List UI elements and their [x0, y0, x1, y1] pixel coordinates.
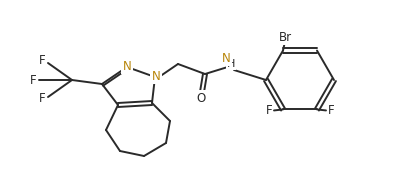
Text: N: N	[152, 70, 160, 83]
Text: N: N	[122, 59, 131, 73]
Text: Br: Br	[279, 31, 292, 44]
Text: F: F	[328, 104, 334, 117]
Text: F: F	[39, 55, 45, 67]
Text: F: F	[39, 92, 45, 105]
Text: N: N	[221, 52, 230, 64]
Text: O: O	[196, 92, 205, 105]
Text: F: F	[30, 74, 36, 86]
Text: H: H	[227, 59, 235, 69]
Text: F: F	[266, 104, 272, 117]
